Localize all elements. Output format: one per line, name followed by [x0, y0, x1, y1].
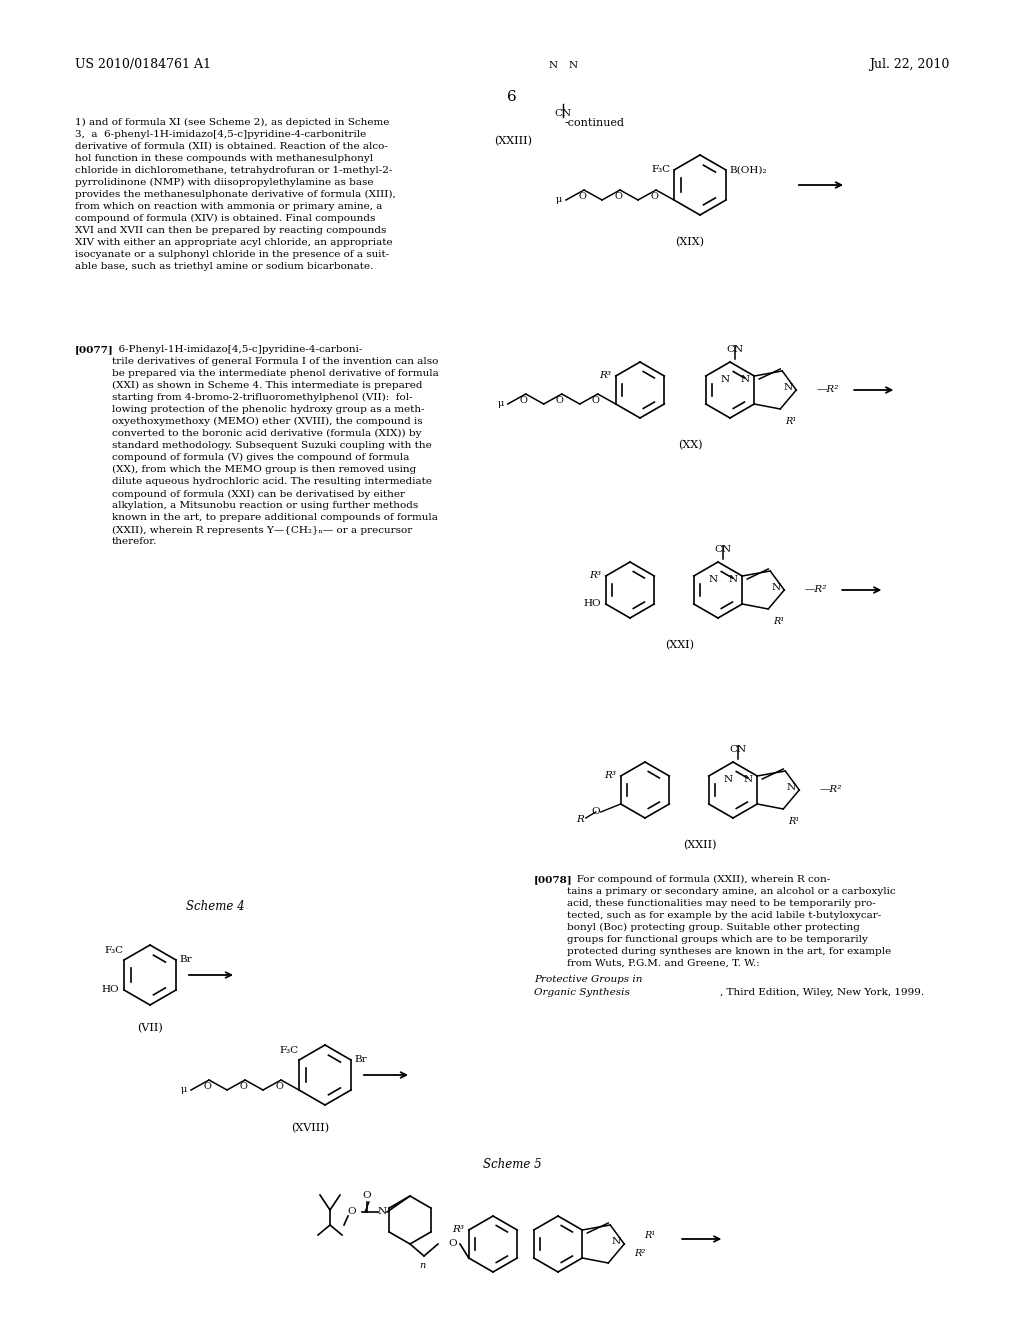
Text: CN: CN	[729, 744, 746, 754]
Text: Jul. 22, 2010: Jul. 22, 2010	[868, 58, 949, 71]
Text: N: N	[783, 383, 793, 392]
Text: , Third Edition, Wiley, New York, 1999.: , Third Edition, Wiley, New York, 1999.	[720, 987, 924, 997]
Text: O: O	[348, 1208, 356, 1217]
Text: —R²: —R²	[816, 385, 839, 395]
Text: n: n	[419, 1261, 425, 1270]
Text: Br: Br	[354, 1056, 367, 1064]
Text: N: N	[709, 576, 718, 585]
Text: N: N	[568, 62, 578, 70]
Text: Protective Groups in: Protective Groups in	[534, 975, 642, 983]
Text: [0078]: [0078]	[534, 875, 572, 884]
Text: (XXIII): (XXIII)	[494, 136, 532, 147]
Text: 6: 6	[507, 90, 517, 104]
Text: O: O	[449, 1239, 457, 1249]
Text: B(OH)₂: B(OH)₂	[729, 165, 767, 174]
Text: HO: HO	[101, 986, 119, 994]
Text: Br: Br	[179, 956, 191, 965]
Text: CN: CN	[715, 545, 731, 554]
Text: N: N	[772, 582, 781, 591]
Text: μ: μ	[556, 195, 562, 205]
Text: (XXII): (XXII)	[683, 840, 717, 850]
Text: R²: R²	[634, 1250, 645, 1258]
Text: F₃C: F₃C	[652, 165, 671, 174]
Text: [0077]: [0077]	[75, 345, 114, 354]
Text: O: O	[556, 396, 563, 405]
Text: N: N	[786, 783, 796, 792]
Text: N: N	[740, 375, 750, 384]
Text: μ: μ	[181, 1085, 187, 1094]
Text: (XX): (XX)	[678, 440, 702, 450]
Text: O: O	[579, 191, 586, 201]
Text: O: O	[239, 1082, 247, 1092]
Text: (XIX): (XIX)	[676, 238, 705, 247]
Text: US 2010/0184761 A1: US 2010/0184761 A1	[75, 58, 211, 71]
Text: N: N	[721, 375, 729, 384]
Text: R¹: R¹	[644, 1232, 655, 1241]
Text: —R²: —R²	[819, 785, 842, 795]
Text: 1) and of formula XI (see Scheme 2), as depicted in Scheme
3,  a  6-phenyl-1H-im: 1) and of formula XI (see Scheme 2), as …	[75, 117, 395, 271]
Text: O: O	[520, 396, 527, 405]
Text: Scheme 5: Scheme 5	[482, 1158, 542, 1171]
Text: Organic Synthesis: Organic Synthesis	[534, 987, 630, 997]
Text: 6-Phenyl-1H-imidazo[4,5-c]pyridine-4-carboni-
trile derivatives of general Formu: 6-Phenyl-1H-imidazo[4,5-c]pyridine-4-car…	[112, 345, 438, 546]
Text: μ: μ	[498, 400, 504, 408]
Text: R³: R³	[589, 572, 601, 581]
Text: O: O	[591, 808, 600, 817]
Text: N: N	[611, 1237, 621, 1246]
Text: O: O	[362, 1191, 372, 1200]
Text: O: O	[592, 396, 600, 405]
Text: HO: HO	[583, 599, 601, 609]
Text: F₃C: F₃C	[280, 1045, 299, 1055]
Text: For compound of formula (XXII), wherein R con-
tains a primary or secondary amin: For compound of formula (XXII), wherein …	[567, 875, 896, 968]
Text: R³: R³	[604, 771, 615, 780]
Text: CN: CN	[726, 345, 743, 354]
Text: -continued: -continued	[565, 117, 625, 128]
Text: O: O	[203, 1082, 211, 1092]
Text: R¹: R¹	[773, 616, 784, 626]
Text: O: O	[650, 191, 658, 201]
Text: N: N	[743, 776, 753, 784]
Text: N: N	[723, 776, 732, 784]
Text: (XVIII): (XVIII)	[291, 1123, 329, 1134]
Text: R³: R³	[599, 371, 610, 380]
Text: R³: R³	[452, 1225, 464, 1234]
Text: N: N	[728, 576, 737, 585]
Text: (XXI): (XXI)	[666, 640, 694, 651]
Text: CN: CN	[554, 110, 571, 117]
Text: N: N	[378, 1208, 387, 1217]
Text: O: O	[614, 191, 622, 201]
Text: —R²: —R²	[804, 586, 826, 594]
Text: R: R	[575, 814, 584, 824]
Text: R¹: R¹	[788, 817, 800, 826]
Text: F₃C: F₃C	[104, 946, 124, 954]
Text: N: N	[549, 62, 557, 70]
Text: R¹: R¹	[785, 417, 797, 426]
Text: Scheme 4: Scheme 4	[185, 900, 245, 913]
Text: O: O	[275, 1082, 283, 1092]
Text: (VII): (VII)	[137, 1023, 163, 1034]
